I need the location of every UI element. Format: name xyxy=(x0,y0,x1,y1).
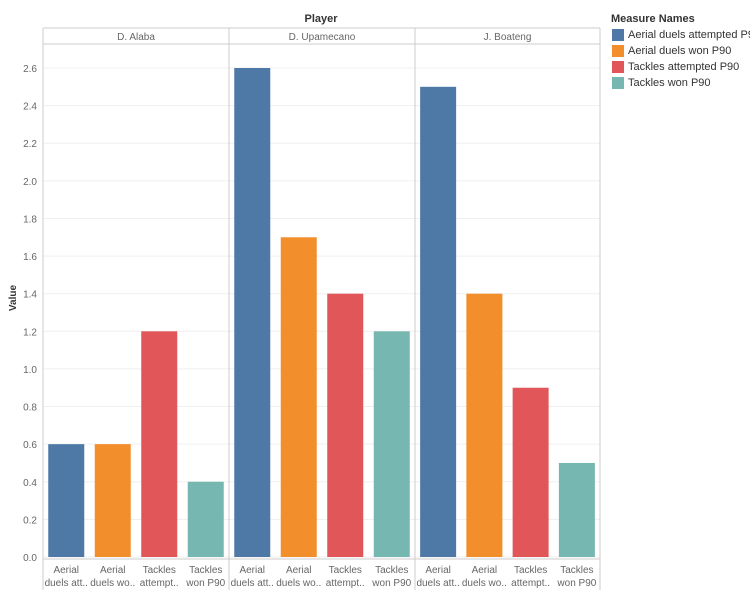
x-tick-label: Tackles xyxy=(143,565,176,576)
bar xyxy=(327,293,364,557)
y-tick-label: 1.8 xyxy=(23,214,37,225)
y-tick-label: 0.0 xyxy=(23,553,37,564)
x-tick-label: Tackles xyxy=(189,565,222,576)
x-tick-label: Tackles xyxy=(375,565,408,576)
legend-title: Measure Names xyxy=(611,13,695,25)
y-tick-label: 2.4 xyxy=(23,102,37,113)
y-tick-label: 2.0 xyxy=(23,177,37,188)
y-tick-label: 0.6 xyxy=(23,440,37,451)
legend-label: Aerial duels won P90 xyxy=(628,45,732,57)
panel-header-j-boateng: J. Boateng xyxy=(484,32,532,43)
legend-swatch xyxy=(612,61,624,73)
x-tick-label: duels wo.. xyxy=(276,578,321,589)
x-tick-label: duels att.. xyxy=(231,578,274,589)
x-tick-label: duels att.. xyxy=(45,578,88,589)
bar xyxy=(512,387,549,557)
y-tick-label: 1.0 xyxy=(23,365,37,376)
y-tick-label: 0.8 xyxy=(23,403,37,414)
x-tick-label: duels att.. xyxy=(416,578,459,589)
bar xyxy=(373,331,410,557)
bar xyxy=(234,68,271,557)
y-tick-label: 0.2 xyxy=(23,515,37,526)
y-tick-label: 1.4 xyxy=(23,290,37,301)
x-tick-label: attempt.. xyxy=(140,578,179,589)
y-tick-label: 0.4 xyxy=(23,478,37,489)
bar xyxy=(48,444,85,557)
x-tick-label: Aerial xyxy=(425,565,451,576)
panel-header-d-alaba: D. Alaba xyxy=(117,32,155,43)
y-tick-label: 1.6 xyxy=(23,252,37,263)
legend-item: Aerial duels won P90 xyxy=(612,44,731,58)
legend-swatch xyxy=(612,45,624,57)
x-tick-label: Aerial xyxy=(239,565,265,576)
bar xyxy=(466,293,503,557)
bar xyxy=(187,481,224,557)
column-header: Player xyxy=(304,13,338,25)
x-tick-label: attempt.. xyxy=(326,578,365,589)
legend-item: Aerial duels attempted P90 xyxy=(612,28,750,42)
legend-item: Tackles won P90 xyxy=(612,76,711,90)
x-tick-label: Tackles xyxy=(329,565,362,576)
bar xyxy=(280,237,317,557)
bar xyxy=(558,462,595,557)
x-tick-label: Tackles xyxy=(560,565,593,576)
legend-item: Tackles attempted P90 xyxy=(612,60,739,74)
x-tick-label: Aerial xyxy=(53,565,79,576)
x-tick-label: won P90 xyxy=(556,578,596,589)
x-tick-label: won P90 xyxy=(185,578,225,589)
y-tick-label: 2.2 xyxy=(23,139,37,150)
legend-swatch xyxy=(612,29,624,41)
bar xyxy=(94,444,131,557)
x-tick-label: duels wo.. xyxy=(90,578,135,589)
y-tick-label: 2.6 xyxy=(23,64,37,75)
x-tick-label: attempt.. xyxy=(511,578,550,589)
x-tick-label: won P90 xyxy=(371,578,411,589)
bar xyxy=(420,86,457,558)
x-tick-label: duels wo.. xyxy=(462,578,507,589)
panel-header-d-upamecano: D. Upamecano xyxy=(289,32,356,43)
bar xyxy=(141,331,178,557)
legend-label: Aerial duels attempted P90 xyxy=(628,29,750,41)
x-tick-label: Tackles xyxy=(514,565,547,576)
y-tick-label: 1.2 xyxy=(23,327,37,338)
legend-label: Tackles attempted P90 xyxy=(628,61,740,73)
x-tick-label: Aerial xyxy=(472,565,498,576)
legend-swatch xyxy=(612,77,624,89)
legend-label: Tackles won P90 xyxy=(628,77,711,89)
x-tick-label: Aerial xyxy=(100,565,126,576)
x-tick-label: Aerial xyxy=(286,565,312,576)
y-axis-title: Value xyxy=(8,285,19,312)
